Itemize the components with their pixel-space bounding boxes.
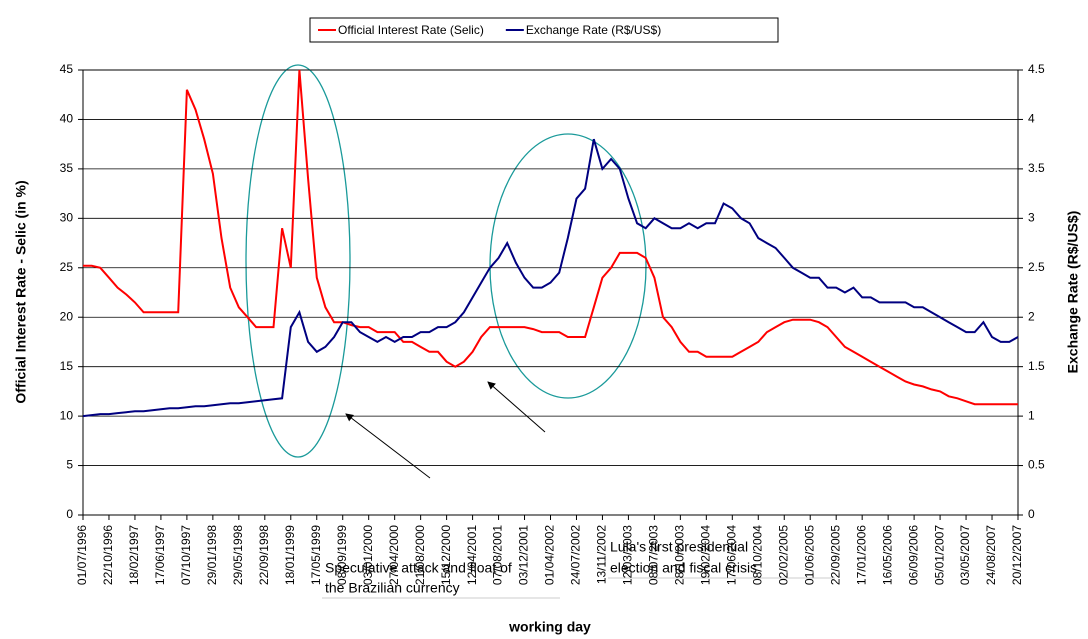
y2-tick-label: 4.5: [1028, 62, 1045, 76]
y-tick-label: 30: [60, 211, 74, 225]
x-tick-label: 22/09/1998: [257, 525, 271, 585]
y2-tick-label: 3: [1028, 211, 1035, 225]
y2-tick-label: 1.5: [1028, 359, 1045, 373]
x-tick-label: 05/01/2007: [932, 525, 946, 585]
x-tick-label: 03/01/2000: [361, 525, 375, 585]
x-tick-label: 01/07/1996: [75, 525, 89, 585]
x-tick-label: 13/11/2002: [595, 525, 609, 584]
x-tick-label: 17/06/1997: [153, 525, 167, 585]
x-tick-label: 08/09/1999: [335, 525, 349, 585]
y-tick-label: 10: [60, 408, 74, 422]
legend-label: Exchange Rate (R$/US$): [526, 23, 661, 37]
legend-label: Official Interest Rate (Selic): [338, 23, 484, 37]
y-tick-label: 25: [60, 260, 74, 274]
y2-tick-label: 2.5: [1028, 260, 1045, 274]
x-tick-label: 17/01/2006: [854, 525, 868, 585]
y-tick-label: 0: [66, 507, 73, 521]
y-tick-label: 40: [60, 112, 74, 126]
x-tick-label: 29/05/1998: [231, 525, 245, 585]
x-tick-label: 07/10/1997: [179, 525, 193, 585]
y2-tick-label: 2: [1028, 309, 1035, 323]
y-tick-label: 5: [66, 458, 73, 472]
y-tick-label: 35: [60, 161, 74, 175]
legend: [309, 17, 779, 43]
x-tick-label: 27/04/2000: [387, 525, 401, 585]
x-tick-label: 21/08/2000: [413, 525, 427, 585]
x-tick-label: 18/01/1999: [283, 525, 297, 585]
x-tick-label: 29/01/1998: [205, 525, 219, 585]
x-tick-label: 22/10/1996: [101, 525, 115, 585]
x-tick-label: 01/06/2005: [802, 525, 816, 585]
x-tick-label: 20/12/2007: [1010, 525, 1024, 585]
x-tick-label: 03/05/2007: [958, 525, 972, 585]
y2-tick-label: 4: [1028, 112, 1035, 126]
y2-tick-label: 1: [1028, 408, 1035, 422]
highlight-ellipse: [489, 133, 647, 399]
y-tick-label: 45: [60, 62, 74, 76]
x-tick-label: 24/07/2002: [569, 525, 583, 585]
y-axis-label: Official Interest Rate - Selic (in %): [13, 180, 29, 403]
x-tick-label: 07/08/2001: [491, 525, 505, 585]
highlight-ellipse: [245, 64, 351, 458]
x-tick-label: 06/09/2006: [906, 525, 920, 585]
annotation: the Brazilian currency: [325, 580, 460, 596]
x-tick-label: 17/05/1999: [309, 525, 323, 585]
annotation: election and fiscal crisis: [610, 560, 757, 576]
x-tick-label: 01/04/2002: [543, 525, 557, 585]
y-tick-label: 20: [60, 309, 74, 323]
x-tick-label: 17/06/2004: [724, 525, 738, 585]
arrow: [487, 381, 546, 433]
y2-tick-label: 0.5: [1028, 458, 1045, 472]
x-tick-label: 12/03/2003: [621, 525, 635, 585]
x-tick-label: 24/08/2007: [984, 525, 998, 585]
arrow: [345, 413, 431, 479]
x-tick-label: 02/02/2005: [776, 525, 790, 585]
x-tick-label: 22/09/2005: [828, 525, 842, 585]
x-axis-label: working day: [508, 619, 591, 635]
x-tick-label: 18/02/1997: [127, 525, 141, 585]
series-line: [82, 138, 1019, 418]
annotation: Speculative attack and float of: [325, 560, 512, 576]
y2-axis-label: Exchange Rate (R$/US$): [1065, 211, 1081, 374]
y2-tick-label: 3.5: [1028, 161, 1045, 175]
x-tick-label: 28/10/2003: [673, 525, 687, 585]
annotation: Lula's first presidential: [610, 539, 748, 555]
x-tick-label: 08/10/2004: [750, 525, 764, 585]
x-tick-label: 12/04/2001: [465, 525, 479, 585]
y2-tick-label: 0: [1028, 507, 1035, 521]
x-tick-label: 16/05/2006: [880, 525, 894, 585]
y-tick-label: 15: [60, 359, 74, 373]
x-tick-label: 15/12/2000: [439, 525, 453, 585]
x-tick-label: 03/12/2001: [517, 525, 531, 585]
x-tick-label: 08/07/2003: [647, 525, 661, 585]
x-tick-label: 19/02/2004: [699, 525, 713, 585]
series-line: [83, 69, 1018, 406]
